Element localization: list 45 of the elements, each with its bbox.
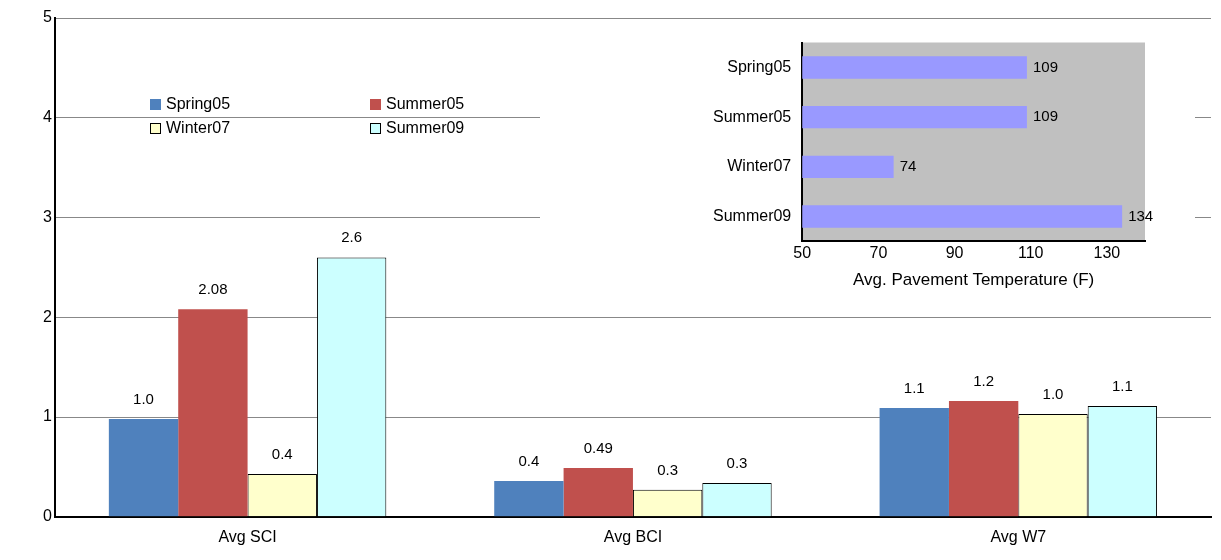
data-label: 0.3 bbox=[726, 453, 748, 471]
y-tick-label: 2 bbox=[42, 307, 52, 325]
legend-label: Summer09 bbox=[386, 119, 465, 137]
data-label: 134 bbox=[1128, 206, 1154, 224]
data-label: 1.0 bbox=[133, 389, 154, 407]
bar bbox=[494, 480, 564, 517]
data-label: 1.0 bbox=[1042, 384, 1064, 402]
x-tick-label: 50 bbox=[793, 244, 812, 262]
data-label: 109 bbox=[1032, 57, 1058, 75]
y-tick-label: Winter07 bbox=[727, 157, 792, 175]
data-label: 0.4 bbox=[518, 451, 540, 469]
data-label: 2.08 bbox=[198, 279, 228, 297]
data-label: 74 bbox=[899, 156, 917, 174]
y-tick-label: Spring05 bbox=[727, 57, 792, 75]
x-tick-label: Avg W7 bbox=[990, 527, 1047, 545]
y-tick-label: 4 bbox=[42, 108, 52, 126]
bar bbox=[178, 309, 248, 517]
data-label: 109 bbox=[1032, 107, 1058, 125]
legend-label: Summer05 bbox=[386, 95, 465, 113]
bar bbox=[108, 419, 179, 517]
y-tick-label: 1 bbox=[42, 407, 52, 425]
y-tick-label: 0 bbox=[42, 507, 52, 525]
x-tick-label: 90 bbox=[945, 244, 964, 262]
x-tick-label: Avg BCI bbox=[603, 527, 663, 545]
bar bbox=[563, 467, 633, 517]
data-label: 0.49 bbox=[583, 438, 613, 456]
bar bbox=[879, 408, 949, 517]
y-tick-label: 5 bbox=[42, 8, 52, 26]
x-tick-label: 70 bbox=[869, 244, 888, 262]
x-tick-label: Avg SCI bbox=[218, 527, 277, 545]
data-label: 1.1 bbox=[903, 378, 925, 396]
x-tick-label: 130 bbox=[1093, 244, 1121, 262]
y-tick-label: Summer05 bbox=[713, 107, 792, 125]
y-tick-label: 3 bbox=[42, 207, 52, 225]
data-label: 2.6 bbox=[341, 228, 363, 246]
x-tick-label: 110 bbox=[1017, 244, 1044, 262]
data-label: 0.3 bbox=[657, 460, 679, 478]
data-label: 1.2 bbox=[973, 371, 995, 389]
bar bbox=[948, 401, 1019, 517]
x-axis-title: Avg. Pavement Temperature (F) bbox=[852, 270, 1095, 290]
data-label: 1.1 bbox=[1111, 376, 1133, 394]
data-label: 0.4 bbox=[271, 444, 293, 462]
legend-label: Winter07 bbox=[166, 119, 231, 137]
legend-label: Spring05 bbox=[166, 95, 231, 113]
y-tick-label: Summer09 bbox=[713, 206, 792, 224]
